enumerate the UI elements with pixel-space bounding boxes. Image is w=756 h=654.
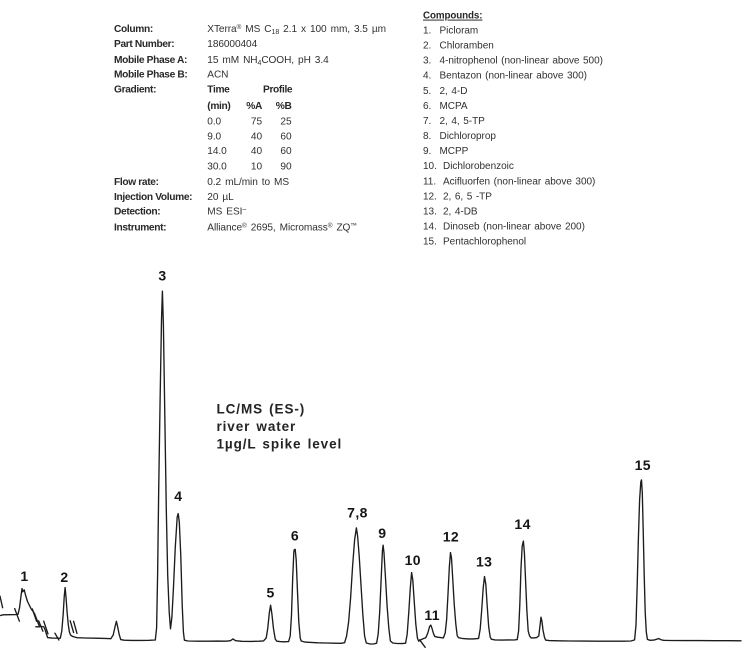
svg-text:4: 4 (174, 488, 182, 504)
svg-text:60: 60 (280, 131, 292, 142)
svg-text:2, 6, 5 -TP: 2, 6, 5 -TP (443, 191, 492, 202)
svg-text:ACN: ACN (207, 70, 228, 81)
svg-text:8.: 8. (423, 131, 431, 142)
svg-text:Dichlorobenzoic: Dichlorobenzoic (443, 161, 514, 172)
svg-text:15.: 15. (423, 237, 437, 248)
svg-text:%A: %A (246, 101, 263, 112)
svg-text:30.0: 30.0 (207, 162, 227, 173)
svg-text:1: 1 (20, 568, 28, 584)
svg-text:Instrument:: Instrument: (114, 222, 166, 233)
svg-text:13: 13 (476, 554, 492, 570)
svg-text:Time: Time (207, 85, 230, 96)
svg-text:14: 14 (514, 516, 530, 532)
svg-text:(min): (min) (207, 101, 230, 112)
svg-text:186000404: 186000404 (207, 39, 257, 50)
svg-text:15 mM NH4COOH, pH 3.4: 15 mM NH4COOH, pH 3.4 (207, 55, 329, 67)
svg-text:12: 12 (443, 529, 459, 545)
svg-text:1.: 1. (423, 26, 431, 37)
svg-text:3.: 3. (423, 56, 431, 67)
svg-text:25: 25 (280, 116, 292, 127)
svg-text:15: 15 (635, 457, 651, 473)
svg-text:MS ESI–: MS ESI– (207, 207, 246, 218)
svg-text:5: 5 (267, 585, 275, 601)
svg-text:Picloram: Picloram (440, 26, 479, 37)
svg-text:Dichloroprop: Dichloroprop (440, 131, 497, 142)
svg-text:7,8: 7,8 (347, 505, 368, 521)
svg-text:4-nitrophenol (non-linear abov: 4-nitrophenol (non-linear above 500) (440, 56, 603, 67)
svg-text:10: 10 (405, 552, 421, 568)
svg-text:Part Number:: Part Number: (114, 39, 174, 50)
svg-text:river water: river water (217, 419, 297, 434)
svg-text:6: 6 (291, 528, 299, 544)
svg-text:Gradient:: Gradient: (114, 85, 156, 96)
svg-text:5.: 5. (423, 86, 431, 97)
svg-text:2.: 2. (423, 41, 431, 52)
svg-text:7.: 7. (423, 116, 431, 127)
svg-text:Profile: Profile (263, 85, 293, 96)
svg-text:Pentachlorophenol: Pentachlorophenol (443, 237, 526, 248)
svg-text:Mobile Phase B:: Mobile Phase B: (114, 70, 187, 81)
svg-text:MCPP: MCPP (440, 146, 469, 157)
svg-text:4.: 4. (423, 71, 431, 82)
svg-text:Bentazon (non-linear above 300: Bentazon (non-linear above 300) (440, 71, 587, 82)
svg-text:Mobile Phase A:: Mobile Phase A: (114, 55, 187, 66)
svg-text:Column:: Column: (114, 24, 153, 35)
svg-text:13.: 13. (423, 207, 437, 218)
svg-text:2, 4-D: 2, 4-D (440, 86, 468, 97)
svg-text:11.: 11. (423, 176, 436, 187)
svg-text:Chloramben: Chloramben (440, 41, 494, 52)
svg-text:11: 11 (424, 607, 440, 623)
svg-text:MCPA: MCPA (440, 101, 468, 112)
svg-text:9.0: 9.0 (207, 131, 221, 142)
svg-text:60: 60 (280, 146, 292, 157)
svg-text:0.0: 0.0 (207, 116, 221, 127)
svg-text:Acifluorfen (non-linear above: Acifluorfen (non-linear above 300) (443, 176, 595, 187)
svg-text:Alliance® 2695, Micromass® ZQ™: Alliance® 2695, Micromass® ZQ™ (207, 221, 356, 233)
svg-text:1µg/L spike level: 1µg/L spike level (217, 437, 343, 452)
svg-text:2, 4-DB: 2, 4-DB (443, 207, 478, 218)
svg-text:Flow rate:: Flow rate: (114, 177, 159, 188)
svg-text:2: 2 (60, 569, 68, 585)
svg-text:2, 4, 5-TP: 2, 4, 5-TP (440, 116, 486, 127)
svg-text:9: 9 (378, 525, 386, 541)
svg-text:75: 75 (251, 116, 263, 127)
svg-text:Detection:: Detection: (114, 207, 160, 218)
svg-text:LC/MS (ES-): LC/MS (ES-) (217, 402, 306, 417)
svg-text:90: 90 (280, 162, 292, 173)
svg-text:Compounds:: Compounds: (423, 11, 482, 22)
svg-text:3: 3 (158, 268, 166, 284)
svg-text:0.2 mL/min to MS: 0.2 mL/min to MS (207, 177, 289, 188)
svg-text:Injection Volume:: Injection Volume: (114, 192, 192, 203)
svg-text:6.: 6. (423, 101, 431, 112)
svg-text:40: 40 (251, 131, 263, 142)
svg-text:14.: 14. (423, 222, 437, 233)
svg-text:40: 40 (251, 146, 263, 157)
svg-text:10: 10 (251, 162, 263, 173)
svg-text:XTerra® MS C18 2.1 x 100 mm, 3: XTerra® MS C18 2.1 x 100 mm, 3.5 µm (207, 23, 386, 36)
svg-text:14.0: 14.0 (207, 146, 227, 157)
svg-text:9.: 9. (423, 146, 431, 157)
svg-text:12.: 12. (423, 191, 437, 202)
svg-text:20 µL: 20 µL (207, 192, 234, 203)
svg-text:Dinoseb (non-linear above 200): Dinoseb (non-linear above 200) (443, 222, 585, 233)
svg-text:%B: %B (276, 101, 292, 112)
svg-text:10.: 10. (423, 161, 437, 172)
